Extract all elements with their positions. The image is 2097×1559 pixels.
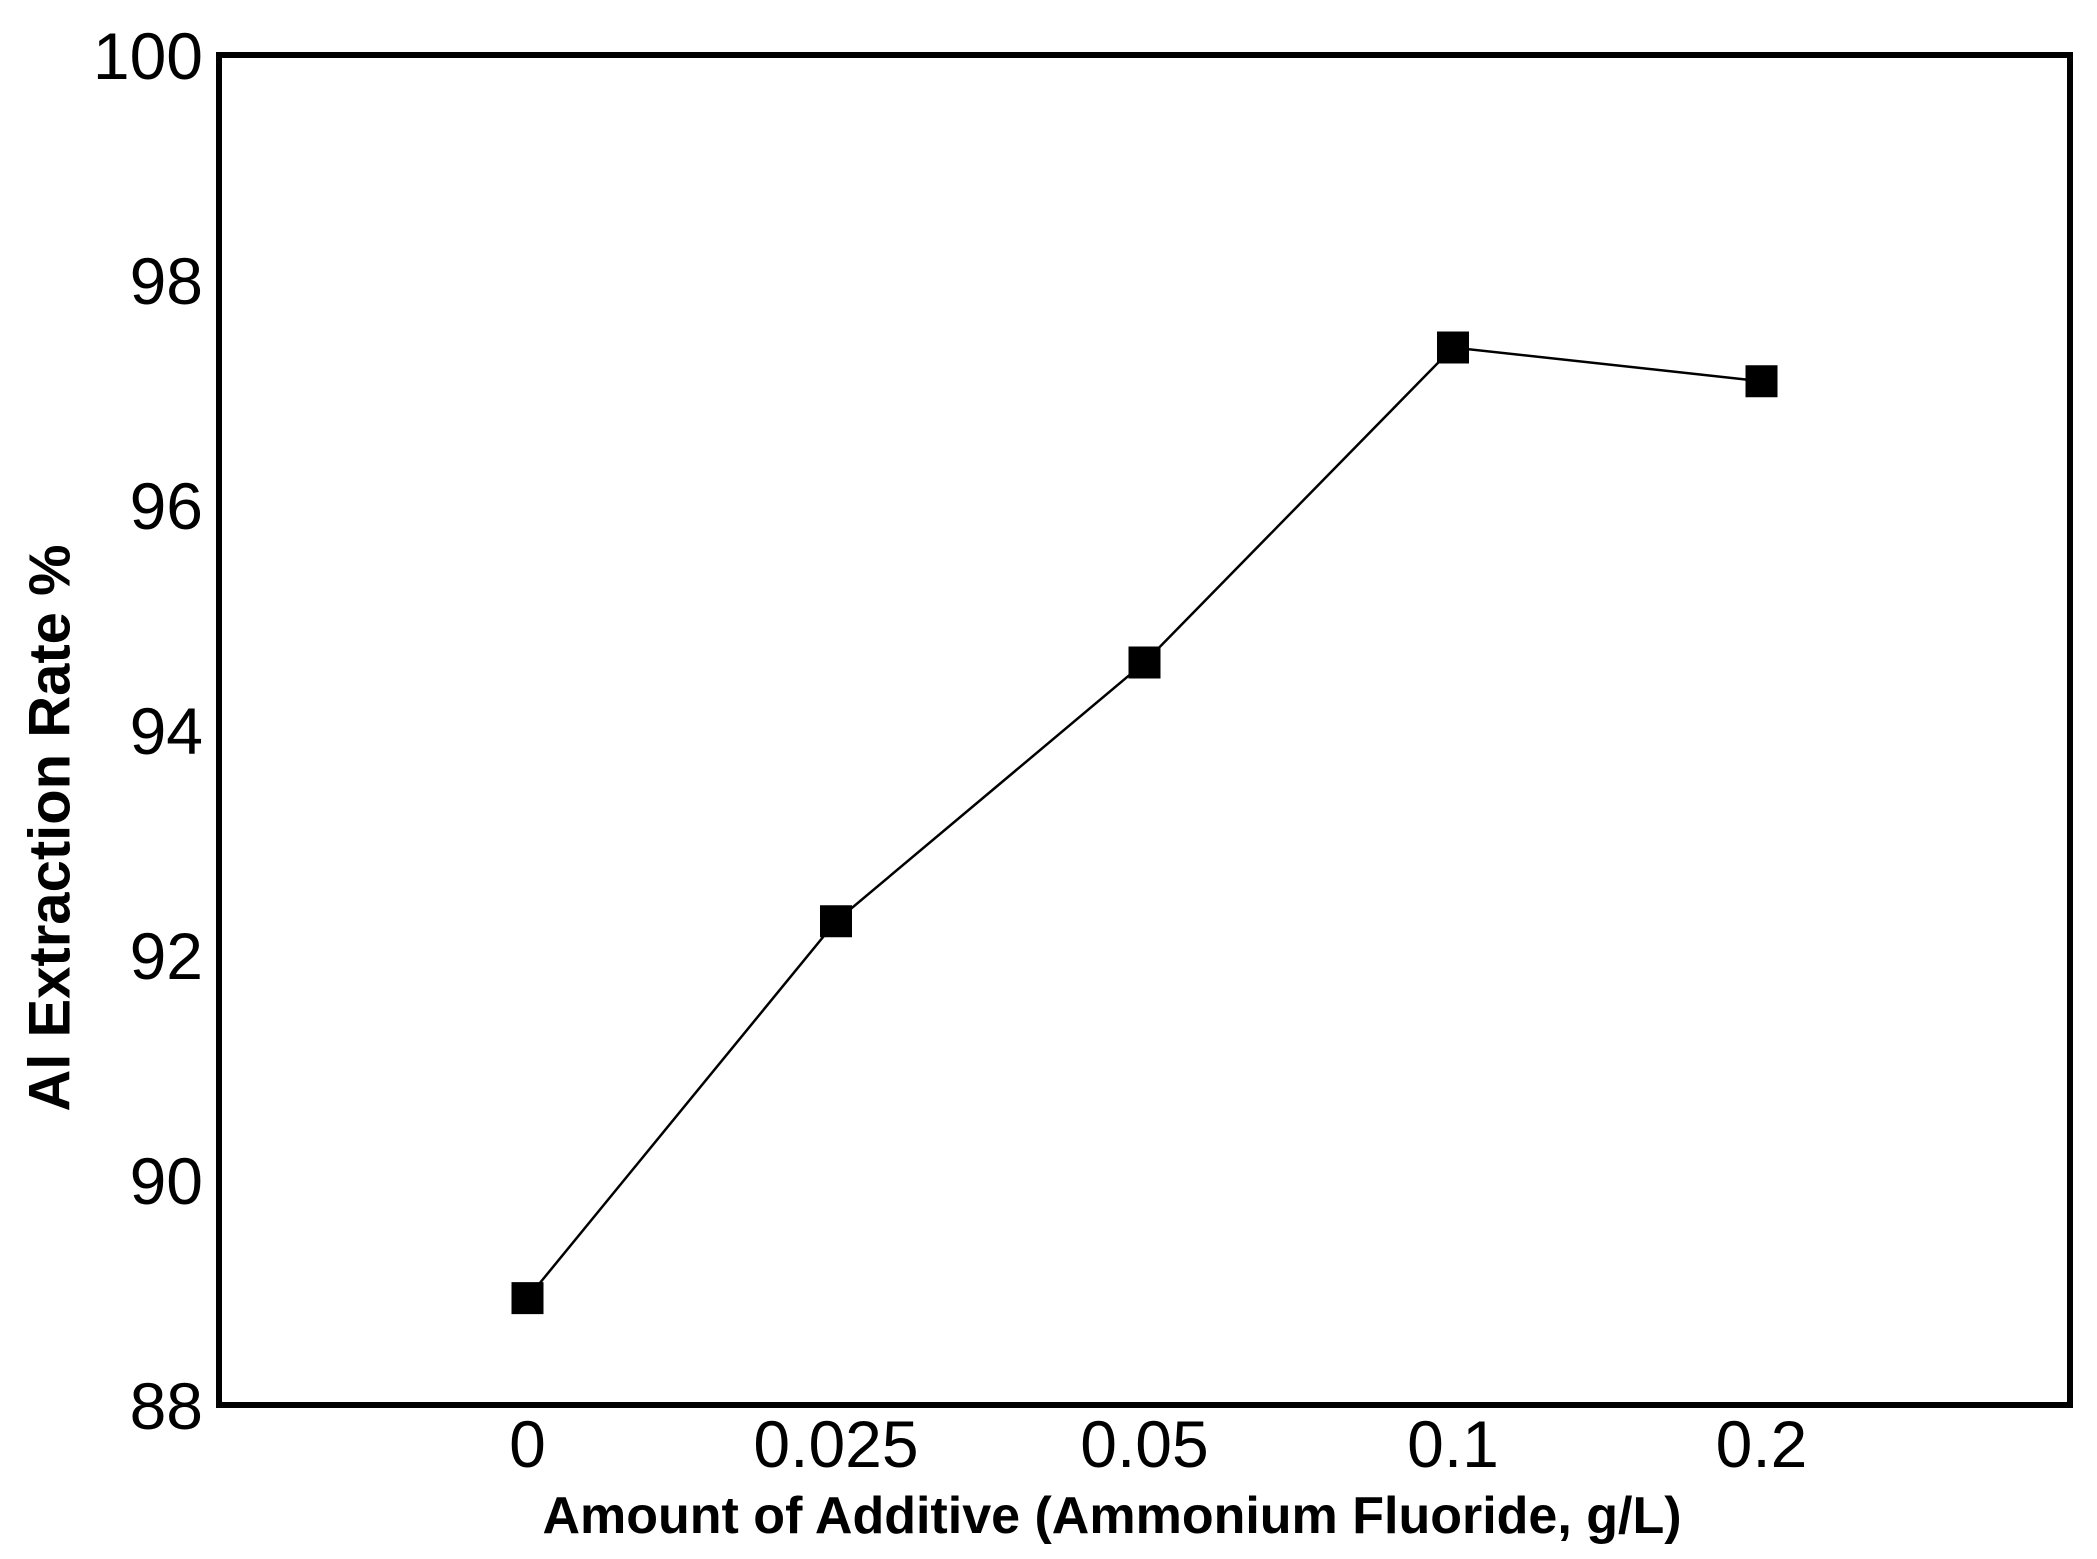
plot-border [216, 52, 2073, 1408]
y-axis-title: Al Extraction Rate % [17, 544, 83, 1112]
data-point-marker-3 [1437, 331, 1469, 364]
y-tick-label: 98 [130, 244, 203, 318]
x-tick-label: 0.2 [1716, 1407, 1808, 1481]
x-tick-label: 0.05 [1080, 1407, 1208, 1481]
data-point-marker-0 [511, 1282, 544, 1315]
data-line [526, 346, 1762, 1299]
y-tick-label: 88 [130, 1369, 203, 1443]
y-tick-label: 90 [130, 1144, 203, 1218]
y-tick-label: 100 [93, 19, 203, 93]
x-tick-label: 0 [509, 1407, 546, 1481]
y-tick-label: 92 [130, 919, 203, 993]
data-point-marker-1 [820, 905, 852, 938]
x-tick-label: 0.1 [1407, 1407, 1499, 1481]
x-axis-title: Amount of Additive (Ammonium Fluoride, g… [542, 1487, 1682, 1545]
data-point-marker-4 [1745, 365, 1778, 398]
x-tick-label: 0.025 [753, 1407, 918, 1481]
y-tick-label: 96 [130, 469, 203, 543]
data-point-marker-2 [1128, 646, 1161, 679]
y-tick-label: 94 [130, 694, 203, 768]
